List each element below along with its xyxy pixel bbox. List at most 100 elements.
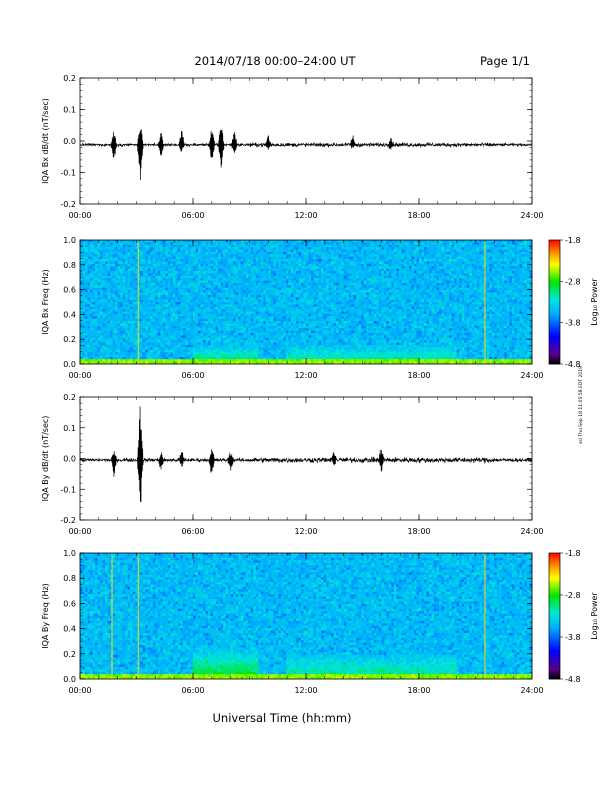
spectrogram-cell	[165, 244, 169, 248]
spectrogram-cell	[87, 292, 91, 296]
spectrogram-cell	[92, 240, 96, 243]
spectrogram-cell	[195, 282, 199, 286]
spectrogram-cell	[308, 278, 312, 281]
spectrogram-cell	[200, 306, 204, 310]
spectrogram-cell	[190, 333, 194, 336]
spectrogram-cell	[122, 261, 126, 265]
spectrogram-cell	[273, 335, 277, 339]
spectrogram-cell	[300, 282, 304, 286]
spectrogram-cell	[82, 356, 86, 360]
spectrogram-cell	[90, 306, 93, 310]
spectrogram-cell	[275, 242, 279, 246]
spectrogram-cell	[298, 261, 302, 265]
spectrogram-cell	[308, 361, 312, 365]
spectrogram-cell	[280, 299, 284, 303]
spectrogram-cell	[268, 256, 272, 260]
spectrogram-cell	[193, 323, 196, 327]
spectrogram-cell	[107, 328, 111, 331]
spectrogram-cell	[120, 271, 123, 274]
spectrogram-cell	[162, 273, 166, 277]
spectrogram-cell	[102, 275, 106, 279]
spectrogram-cell	[268, 271, 272, 274]
spectrogram-cell	[225, 321, 229, 324]
spectrogram-cell	[112, 316, 116, 319]
spectrogram-cell	[220, 292, 224, 296]
spectrogram-cell	[122, 328, 126, 331]
spectrogram-cell	[230, 273, 234, 277]
spectrogram-cell	[215, 359, 219, 362]
spectrogram-cell	[303, 285, 307, 288]
spectrogram-cell	[306, 342, 309, 346]
spectrogram-cell	[167, 259, 171, 262]
spectrogram-cell	[283, 251, 287, 255]
spectrogram-cell	[223, 309, 226, 312]
spectrogram-cell	[210, 335, 214, 339]
spectrogram-cell	[92, 278, 96, 281]
spectrogram-cell	[95, 349, 98, 353]
spectrogram-cell	[288, 302, 292, 305]
spectrogram-cell	[298, 259, 302, 262]
spectrogram-cell	[175, 261, 179, 265]
spectrogram-cell	[167, 335, 171, 339]
spectrogram-cell	[80, 354, 83, 358]
spectrogram-cell	[203, 292, 206, 296]
spectrogram-cell	[215, 259, 219, 262]
spectrogram-cell	[135, 273, 139, 277]
spectrogram-cell	[97, 242, 101, 246]
spectrogram-cell	[295, 318, 299, 322]
spectrogram-cell	[100, 342, 103, 346]
spectrogram-cell	[107, 302, 111, 305]
spectrogram-cell	[155, 333, 159, 336]
spectrogram-cell	[112, 325, 116, 329]
spectrogram-cell	[213, 280, 216, 284]
spectrogram-cell	[107, 347, 111, 350]
spectrogram-cell	[107, 344, 111, 348]
spectrogram-cell	[142, 325, 146, 329]
spectrogram-cell	[280, 259, 284, 262]
spectrogram-cell	[198, 337, 201, 341]
spectrogram-cell	[223, 268, 226, 272]
spectrogram-cell	[180, 259, 184, 262]
spectrogram-cell	[120, 352, 123, 355]
spectrogram-cell	[90, 354, 93, 358]
spectrogram-cell	[220, 328, 224, 331]
spectrogram-cell	[132, 328, 136, 331]
spectrogram-cell	[293, 268, 297, 272]
spectrogram-cell	[122, 335, 126, 339]
spectrogram-cell	[90, 304, 93, 308]
spectrogram-cell	[112, 278, 116, 281]
spectrogram-cell	[225, 361, 229, 365]
spectrogram-cell	[278, 304, 282, 308]
spectrogram-cell	[311, 294, 314, 298]
spectrogram-cell	[130, 285, 134, 288]
spectrogram-cell	[142, 342, 146, 346]
spectrogram-cell	[152, 335, 156, 339]
spectrogram-cell	[215, 261, 219, 265]
spectrogram-cell	[175, 306, 179, 310]
spectrogram-cell	[300, 349, 304, 353]
spectrogram-cell	[265, 349, 269, 353]
spectrogram-cell	[306, 294, 309, 298]
spectrogram-cell	[187, 349, 191, 353]
spectrogram-cell	[152, 244, 156, 248]
spectrogram-cell	[97, 268, 101, 272]
spectrogram-cell	[306, 340, 309, 343]
spectrogram-cell	[273, 278, 277, 281]
spectrogram-cell	[80, 309, 83, 312]
spectrogram-cell	[258, 242, 262, 246]
spectrogram-cell	[290, 344, 294, 348]
spectrogram-cell	[218, 349, 221, 353]
spectrogram-cell	[258, 352, 262, 355]
spectrogram-cell	[120, 325, 123, 329]
spectrogram-cell	[97, 356, 101, 360]
spectrogram-cell	[303, 359, 307, 362]
spectrogram-cell	[120, 297, 123, 300]
spectrogram-cell	[150, 340, 154, 343]
spectrogram-cell	[117, 282, 121, 286]
spectrogram-cell	[268, 354, 272, 358]
spectrogram-cell	[208, 302, 211, 305]
spectrogram-cell	[313, 285, 317, 288]
spectrogram-cell	[313, 321, 317, 324]
spectrogram-cell	[97, 335, 101, 339]
spectrogram-cell	[170, 254, 174, 257]
